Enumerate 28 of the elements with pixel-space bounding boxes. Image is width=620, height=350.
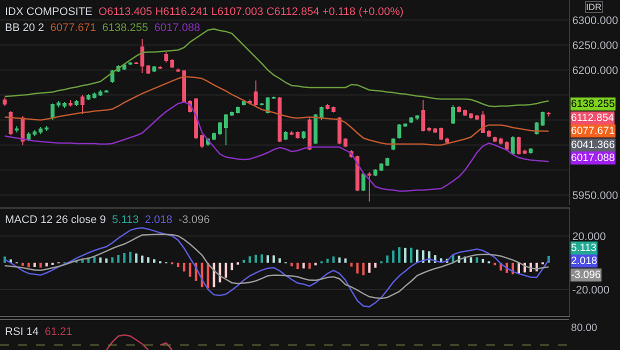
annotation: O6113.405 H6116.241 L6107.003 C6112.854 +0.118 (+0.00%): [98, 6, 404, 18]
annotation: 6017.088: [154, 22, 200, 34]
y-tick-label: 6300.000: [572, 14, 618, 27]
text: MACD 12 26 close 9: [5, 214, 106, 226]
text: 5.113: [571, 242, 597, 254]
text: BB 20 2: [5, 22, 44, 34]
y-tick-label: -20.000: [572, 284, 610, 296]
y-tick-label: 6200.000: [572, 64, 618, 77]
annotation: 6138.255: [102, 22, 148, 34]
text: -3.096: [571, 269, 601, 281]
y-axis-title: IDR: [586, 2, 602, 12]
text: 6138.255: [571, 98, 615, 110]
annotation: 2.018: [144, 214, 172, 226]
y-tick-label: 20.000: [572, 231, 606, 244]
text: 6041.366: [571, 139, 615, 151]
annotation: 5.113: [112, 214, 139, 226]
chart-title: RSI 14: [5, 326, 39, 338]
y-tick-label: 6250.000: [572, 40, 618, 52]
text: 80.00: [571, 322, 598, 334]
text: IDX COMPOSITE: [5, 6, 92, 18]
text: 2.018: [571, 255, 598, 267]
text: 6017.088: [571, 152, 615, 164]
y-tick-label: 5950.000: [572, 190, 618, 202]
text: 6112.854: [571, 112, 614, 124]
text: 6077.671: [571, 125, 615, 137]
annotation: -3.096: [178, 214, 210, 226]
annotation: 6077.671: [50, 22, 96, 34]
annotation: 61.21: [44, 326, 72, 338]
